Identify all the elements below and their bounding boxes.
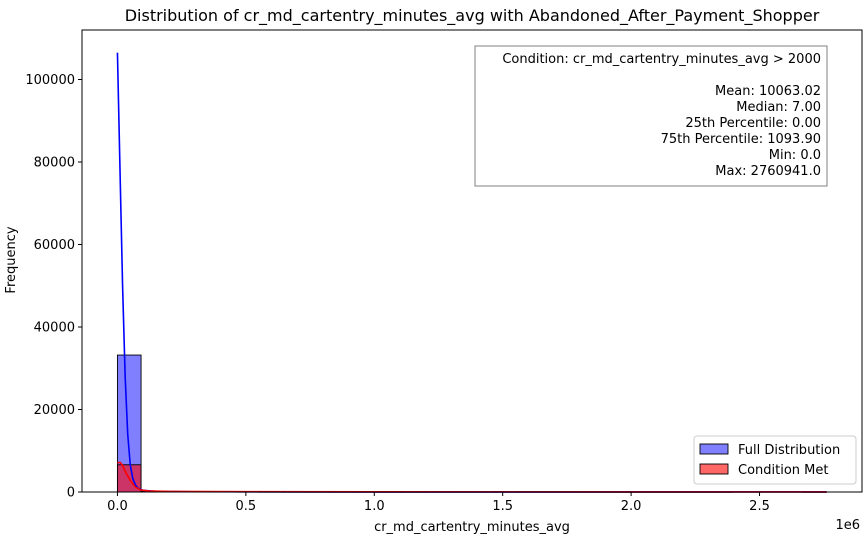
axes-frame <box>81 29 863 493</box>
annotation-line: Min: 0.0 <box>769 148 821 163</box>
legend-label-condition-met: Condition Met <box>738 463 828 478</box>
legend-label-full-distribution: Full Distribution <box>738 443 840 458</box>
annotation-line: Mean: 10063.02 <box>715 84 821 99</box>
y-tick-label: 20000 <box>34 403 75 418</box>
axes: 0.0 0.5 1.0 1.5 2.0 2.5 0 20000 40000 60000 80000 1… <box>25 29 863 514</box>
x-axis-label: cr_md_cartentry_minutes_avg <box>374 520 570 535</box>
y-tick-label: 60000 <box>34 238 75 253</box>
x-tick-label: 2.5 <box>749 499 770 514</box>
annotation-line: 75th Percentile: 1093.90 <box>661 132 821 147</box>
annotation-frame <box>474 45 828 187</box>
annotation-line: Condition: cr_md_cartentry_minutes_avg >… <box>502 52 821 67</box>
x-tick-label: 1.0 <box>364 499 385 514</box>
x-tick-label: 2.0 <box>621 499 642 514</box>
legend-frame <box>693 435 857 485</box>
y-tick-label: 0 <box>67 486 75 501</box>
y-tick-label: 40000 <box>34 321 75 336</box>
stats-annotation-box: Condition: cr_md_cartentry_minutes_avg >… <box>474 45 828 187</box>
x-axis-scale-label: 1e6 <box>835 518 860 533</box>
annotation-line: Max: 2760941.0 <box>715 164 821 179</box>
y-tick-label: 80000 <box>34 156 75 171</box>
legend-swatch-condition-met <box>699 463 729 475</box>
annotation-line: 25th Percentile: 0.00 <box>685 116 821 131</box>
legend: Full Distribution Condition Met <box>693 435 857 485</box>
x-tick-label: 0.0 <box>107 499 128 514</box>
x-tick-label: 0.5 <box>236 499 257 514</box>
y-axis-label: Frequency <box>4 226 19 293</box>
x-tick-label: 1.5 <box>492 499 513 514</box>
y-tick-label: 100000 <box>25 73 75 88</box>
legend-swatch-full-distribution <box>699 443 729 455</box>
annotation-line: Median: 7.00 <box>736 100 821 115</box>
chart-title: Distribution of cr_md_cartentry_minutes_… <box>125 6 820 26</box>
